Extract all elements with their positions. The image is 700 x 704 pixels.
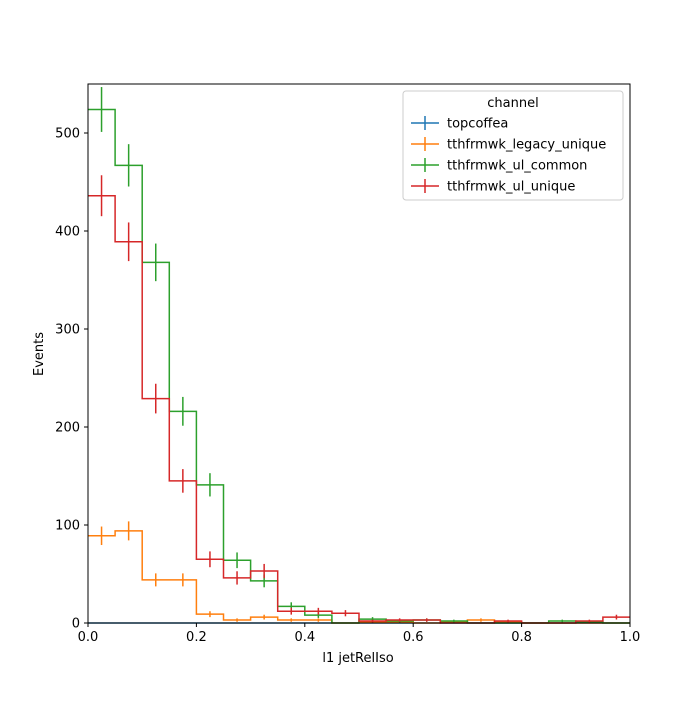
x-axis-label: l1 jetRelIso — [322, 651, 393, 666]
axes: 0.0 0.2 0.4 0.6 0.8 1.0 0 100 200 300 400 500 — [55, 83, 641, 645]
x-tick-label: 0.6 — [403, 630, 424, 645]
y-tick-label: 400 — [55, 225, 80, 240]
y-tick-label: 0 — [72, 617, 80, 632]
x-tick-label: 1.0 — [620, 630, 641, 645]
axes-frame — [87, 83, 631, 624]
y-tick-label: 300 — [55, 323, 80, 338]
y-tick-label: 200 — [55, 421, 80, 436]
y-tick-label: 500 — [55, 127, 80, 142]
x-tick-label: 0.0 — [78, 630, 99, 645]
legend-label-topcoffea: topcoffea — [447, 117, 508, 132]
legend-box — [402, 90, 624, 201]
x-tick-label: 0.4 — [294, 630, 315, 645]
legend-title: channel — [487, 96, 538, 111]
legend-label-tthfrmwk-ul-unique: tthfrmwk_ul_unique — [447, 180, 575, 195]
legend-label-tthfrmwk-ul-common: tthfrmwk_ul_common — [447, 159, 587, 174]
x-tick-label: 0.8 — [511, 630, 532, 645]
y-axis-label: Events — [32, 332, 47, 376]
x-tick-label: 0.2 — [186, 630, 207, 645]
legend-label-tthfrmwk-legacy-unique: tthfrmwk_legacy_unique — [447, 138, 606, 153]
y-tick-label: 100 — [55, 519, 80, 534]
legend: channel topcoffea tthfrmwk_legacy_uniquett… — [402, 90, 624, 201]
